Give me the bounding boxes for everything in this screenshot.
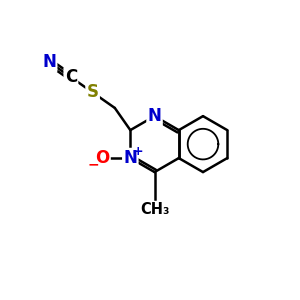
Text: O: O (95, 149, 109, 167)
Text: N: N (148, 107, 161, 125)
Text: N: N (123, 149, 137, 167)
Text: C: C (65, 68, 77, 86)
Text: −: − (88, 158, 99, 172)
Text: CH₃: CH₃ (140, 202, 169, 217)
Text: S: S (87, 83, 99, 101)
Text: +: + (133, 145, 144, 158)
Text: N: N (42, 53, 56, 71)
